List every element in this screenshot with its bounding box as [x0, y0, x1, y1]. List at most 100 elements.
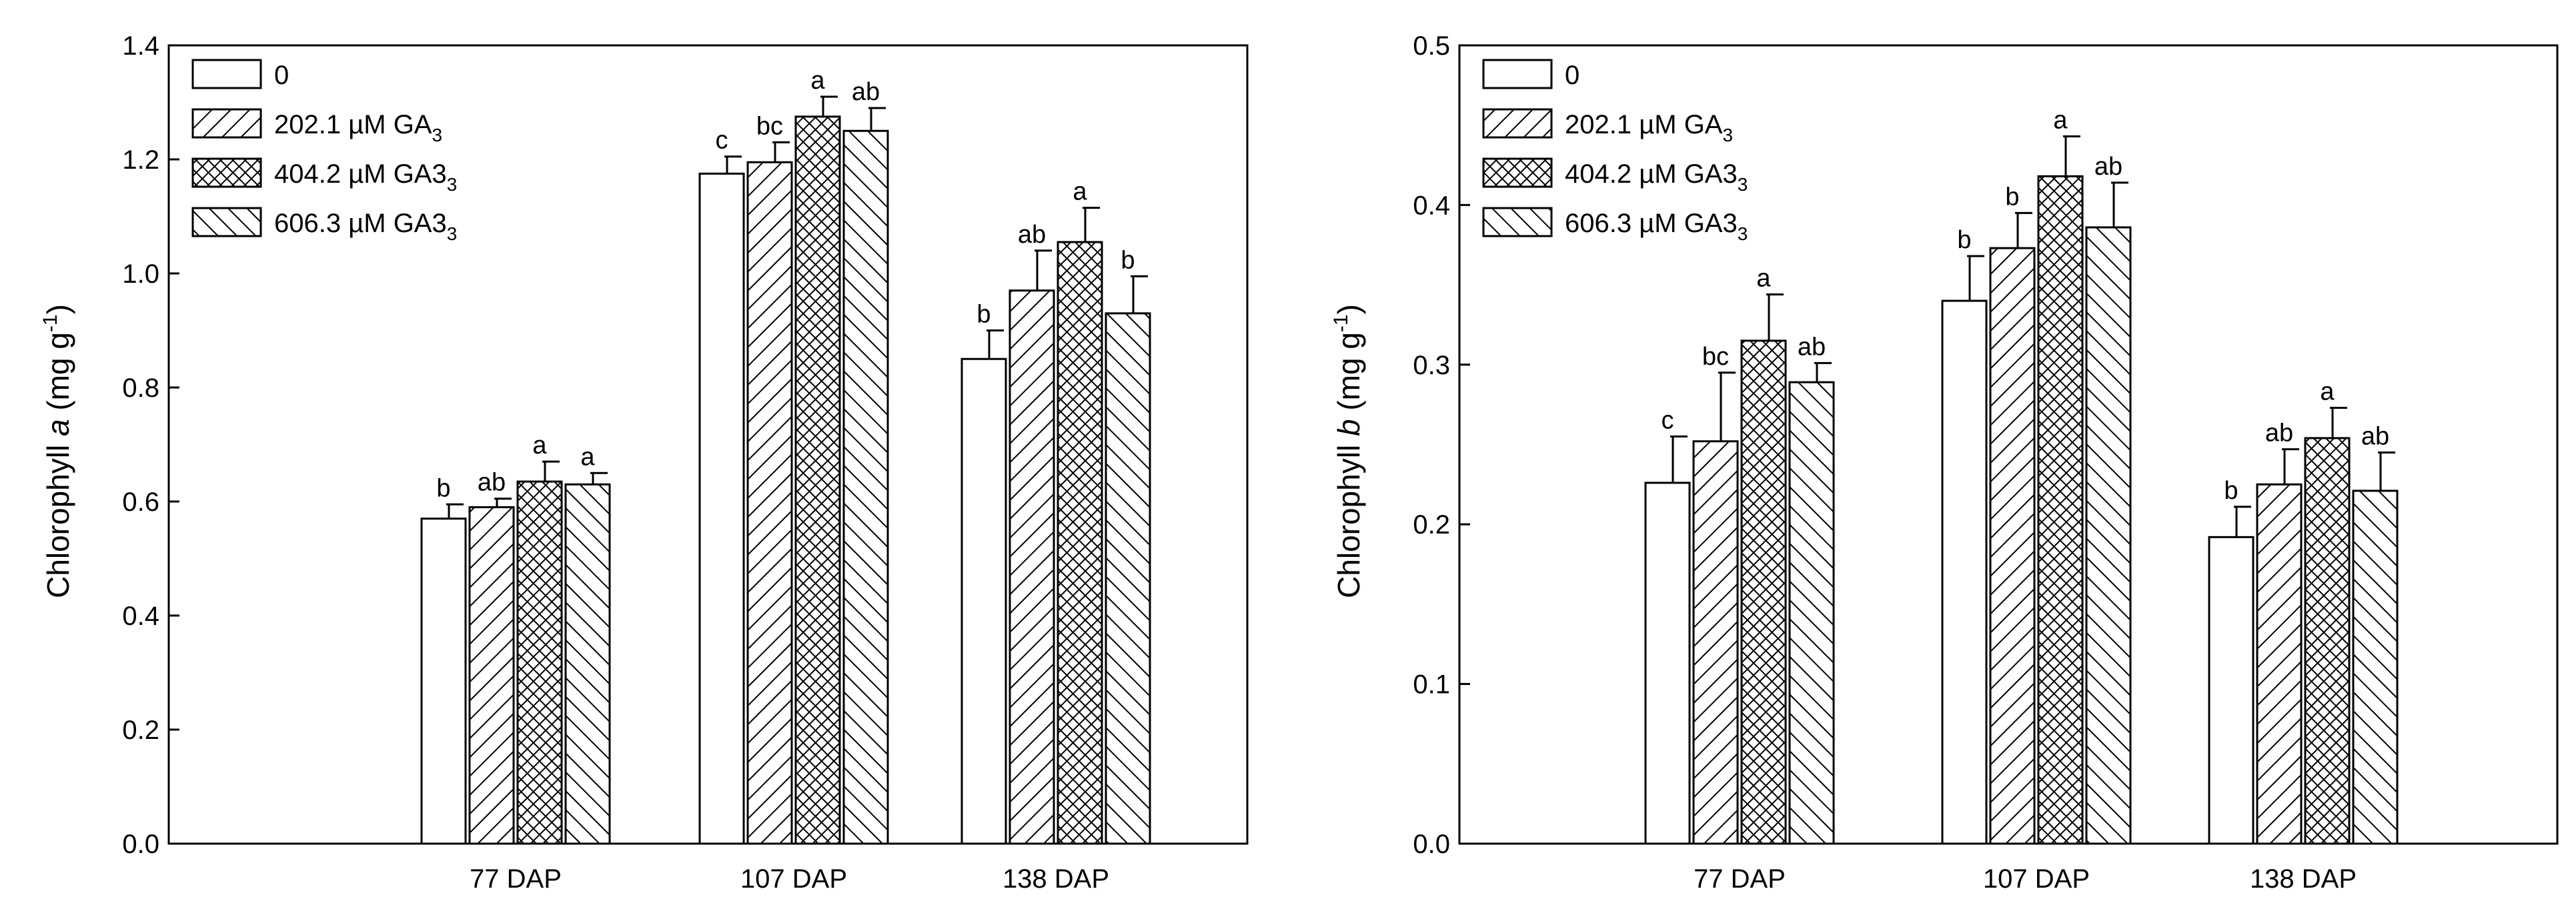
legend-label: 404.2 µM GA33: [1565, 159, 1748, 195]
y-axis-title-close: ): [41, 304, 75, 314]
legend-label-subscript: 3: [432, 125, 442, 145]
bar: [698, 172, 745, 845]
legend-label-subscript: 3: [1738, 174, 1748, 195]
legend-swatch: [1482, 59, 1553, 89]
bar: [794, 115, 841, 845]
significance-label: b: [2005, 183, 2019, 211]
bar: [468, 506, 515, 845]
y-axis-title-text: Chlorophyll: [41, 436, 75, 598]
significance-label: a: [810, 67, 825, 95]
y-tick-label: 0.4: [1413, 191, 1450, 220]
significance-label: c: [1662, 407, 1674, 435]
bar: [1105, 312, 1151, 845]
significance-label: ab: [2361, 422, 2389, 450]
bar: [1740, 339, 1787, 845]
significance-label: ab: [1018, 221, 1046, 249]
legend-label-text: 606.3 µM GA3: [274, 209, 447, 238]
y-tick-label: 0.3: [1413, 351, 1450, 380]
legend-label: 202.1 µM GA3: [274, 110, 442, 145]
legend-label-text: 0: [274, 61, 289, 90]
legend-label: 202.1 µM GA3: [1565, 110, 1733, 145]
bar: [2304, 437, 2351, 845]
bar: [1941, 299, 1988, 845]
y-tick-label: 0.8: [122, 373, 159, 403]
y-tick-label: 1.2: [122, 145, 159, 175]
legend-swatch: [191, 157, 262, 188]
y-axis-title-close: ): [1331, 304, 1366, 314]
bar: [2085, 226, 2132, 845]
bar: [420, 518, 467, 845]
legend-swatch: [1482, 108, 1553, 139]
significance-label: ab: [478, 469, 506, 497]
bar: [1692, 440, 1739, 845]
legend-label-text: 606.3 µM GA3: [1565, 209, 1738, 238]
y-tick-label: 1.4: [122, 31, 159, 61]
bar: [2352, 490, 2399, 845]
legend-label: 404.2 µM GA33: [274, 159, 457, 195]
bar: [564, 483, 611, 845]
significance-label: a: [532, 431, 547, 459]
x-category-label: 138 DAP: [1003, 864, 1109, 894]
y-tick-label: 0.0: [1413, 830, 1450, 859]
significance-label: ab: [852, 78, 880, 106]
chlorophyll-a-panel: 0.0 0.2 0.4 0.6 0.8 1.0 1.2 1.4 Chlorophyll a (m…: [39, 31, 1249, 894]
x-category-label: 138 DAP: [2250, 864, 2357, 894]
y-tick-label: 0.6: [122, 488, 159, 517]
x-category-label: 77 DAP: [1694, 864, 1786, 894]
legend-label-text: 404.2 µM GA3: [274, 159, 447, 189]
bar: [2256, 483, 2303, 845]
legend-label: 606.3 µM GA33: [1565, 209, 1748, 244]
legend-label: 606.3 µM GA33: [274, 209, 457, 244]
y-axis-title: Chlorophyll a (mg g-1): [39, 304, 75, 598]
legend-label-text: 202.1 µM GA: [1565, 110, 1723, 139]
legend-swatch: [191, 207, 262, 237]
y-axis-title-unit: (mg g: [41, 332, 75, 419]
legend-label-text: 404.2 µM GA3: [1565, 159, 1738, 189]
y-tick-label: 0.2: [1413, 510, 1450, 540]
y-tick-label: 0.5: [1413, 31, 1450, 61]
bar: [1788, 381, 1835, 845]
y-tick-label: 0.1: [1413, 670, 1450, 700]
significance-label: ab: [2094, 153, 2122, 181]
x-category-label: 107 DAP: [740, 864, 847, 894]
significance-label: b: [436, 474, 450, 502]
significance-label: c: [716, 127, 728, 155]
bar: [1057, 241, 1103, 845]
legend-label-subscript: 3: [447, 174, 458, 195]
legend-swatch: [191, 108, 262, 139]
bar: [842, 129, 889, 845]
legend-label-subscript: 3: [1738, 223, 1748, 244]
significance-label: bc: [756, 112, 783, 140]
bar: [2037, 175, 2084, 845]
y-axis-title-superscript: -1: [1330, 314, 1352, 332]
y-tick-label: 1.0: [122, 259, 159, 289]
significance-label: bc: [1702, 343, 1729, 371]
y-tick-label: 0.2: [122, 716, 159, 745]
legend-label: 0: [1565, 61, 1579, 90]
legend-label-subscript: 3: [447, 223, 458, 244]
legend-label-text: 0: [1565, 61, 1579, 90]
significance-label: b: [1121, 246, 1135, 274]
y-tick-label: 0.4: [122, 602, 159, 631]
chlorophyll-b-panel: 0.0 0.1 0.2 0.3 0.4 0.5 Chlorophyll b (mg g-1)…: [1330, 31, 2559, 894]
bar: [2208, 536, 2255, 845]
y-axis-title-variable: b: [1331, 419, 1366, 436]
legend-label: 0: [274, 61, 289, 90]
bar: [516, 480, 563, 845]
significance-label: b: [1957, 226, 1971, 254]
significance-label: b: [2224, 477, 2238, 505]
y-axis-title-unit: (mg g: [1331, 332, 1366, 419]
x-category-label: 107 DAP: [1983, 864, 2090, 894]
significance-label: a: [2053, 106, 2068, 134]
legend-label-text: 202.1 µM GA: [274, 110, 432, 139]
y-tick-label: 0.0: [122, 830, 159, 859]
bar: [746, 161, 793, 845]
significance-label: b: [977, 301, 991, 329]
significance-label: a: [1073, 178, 1087, 206]
significance-label: ab: [1798, 333, 1826, 361]
y-axis-title-variable: a: [41, 419, 75, 436]
bar: [1009, 289, 1055, 845]
bar: [960, 357, 1007, 845]
legend-swatch: [191, 59, 262, 89]
